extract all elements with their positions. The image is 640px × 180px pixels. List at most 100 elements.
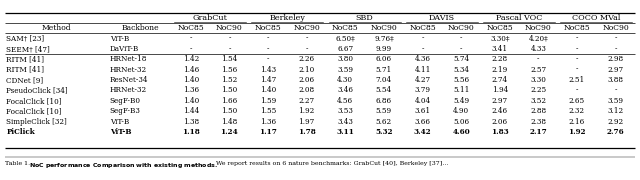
Text: 1.92: 1.92 (299, 107, 315, 115)
Text: FocalClick [10]: FocalClick [10] (6, 107, 62, 115)
Text: -: - (189, 45, 192, 53)
Text: -: - (614, 35, 617, 42)
Text: 1.38: 1.38 (183, 118, 199, 126)
Text: 2.06: 2.06 (299, 76, 315, 84)
Text: 2.97: 2.97 (492, 97, 508, 105)
Text: 1.50: 1.50 (221, 86, 237, 94)
Text: NoC90: NoC90 (216, 24, 243, 32)
Text: -: - (421, 35, 424, 42)
Text: 1.36: 1.36 (183, 86, 199, 94)
Text: 1.56: 1.56 (221, 66, 237, 74)
Text: 3.59: 3.59 (337, 66, 353, 74)
Text: 1.48: 1.48 (221, 118, 237, 126)
Text: 9.76‡: 9.76‡ (374, 35, 394, 42)
Text: 5.62: 5.62 (376, 118, 392, 126)
Text: NoC85: NoC85 (564, 24, 590, 32)
Text: -: - (305, 35, 308, 42)
Text: SEEM† [47]: SEEM† [47] (6, 45, 50, 53)
Text: 2.65: 2.65 (569, 97, 585, 105)
Text: -: - (537, 55, 540, 63)
Text: RITM [41]: RITM [41] (6, 66, 44, 74)
Text: 2.26: 2.26 (299, 55, 315, 63)
Text: 1.42: 1.42 (183, 55, 199, 63)
Text: 5.54: 5.54 (376, 86, 392, 94)
Text: 1.46: 1.46 (183, 66, 199, 74)
Text: We report results on 6 nature benchmarks: GrabCut [40], Berkeley [37]...: We report results on 6 nature benchmarks… (212, 161, 448, 166)
Text: PiClick: PiClick (6, 128, 35, 136)
Text: CDNet [9]: CDNet [9] (6, 76, 44, 84)
Text: 3.80: 3.80 (337, 55, 353, 63)
Text: 2.32: 2.32 (569, 107, 585, 115)
Text: 6.86: 6.86 (376, 97, 392, 105)
Text: Berkeley: Berkeley (269, 14, 305, 22)
Text: 4.56: 4.56 (337, 97, 353, 105)
Text: -: - (267, 55, 269, 63)
Text: 2.46: 2.46 (492, 107, 508, 115)
Text: HRNet-32: HRNet-32 (109, 86, 147, 94)
Text: -: - (267, 35, 269, 42)
Text: 3.11: 3.11 (337, 128, 354, 136)
Text: 2.06: 2.06 (492, 118, 508, 126)
Text: SBD: SBD (356, 14, 374, 22)
Text: ViT-B: ViT-B (109, 118, 129, 126)
Text: 4.60: 4.60 (452, 128, 470, 136)
Text: 1.40: 1.40 (260, 86, 276, 94)
Text: 2.19: 2.19 (492, 66, 508, 74)
Text: 2.38: 2.38 (531, 118, 547, 126)
Text: 6.06: 6.06 (376, 55, 392, 63)
Text: 7.04: 7.04 (376, 76, 392, 84)
Text: NoC85: NoC85 (409, 24, 436, 32)
Text: FocalClick [10]: FocalClick [10] (6, 97, 62, 105)
Text: NoC90: NoC90 (525, 24, 552, 32)
Text: 3.66: 3.66 (415, 118, 431, 126)
Text: NoC85: NoC85 (255, 24, 282, 32)
Text: NoC90: NoC90 (448, 24, 474, 32)
Text: 1.94: 1.94 (492, 86, 508, 94)
Text: 1.47: 1.47 (260, 76, 276, 84)
Text: 1.55: 1.55 (260, 107, 276, 115)
Text: 2.92: 2.92 (607, 118, 623, 126)
Text: 2.57: 2.57 (531, 66, 547, 74)
Text: 5.06: 5.06 (453, 118, 469, 126)
Text: 3.52: 3.52 (531, 97, 547, 105)
Text: 1.18: 1.18 (182, 128, 200, 136)
Text: ViT-B: ViT-B (109, 35, 129, 42)
Text: 2.76: 2.76 (607, 128, 625, 136)
Text: 3.41: 3.41 (492, 45, 508, 53)
Text: 2.17: 2.17 (529, 128, 547, 136)
Text: 2.74: 2.74 (492, 76, 508, 84)
Text: NoC90: NoC90 (371, 24, 397, 32)
Text: PseudoClick [34]: PseudoClick [34] (6, 86, 68, 94)
Text: 1.66: 1.66 (221, 97, 237, 105)
Text: 1.40: 1.40 (183, 76, 199, 84)
Text: -: - (576, 45, 578, 53)
Text: -: - (460, 35, 462, 42)
Text: -: - (189, 35, 192, 42)
Text: Table 1.: Table 1. (5, 161, 32, 166)
Text: -: - (228, 35, 230, 42)
Text: Method: Method (42, 24, 72, 32)
Text: -: - (421, 45, 424, 53)
Text: 5.32: 5.32 (375, 128, 393, 136)
Text: 2.08: 2.08 (299, 86, 315, 94)
Text: 1.92: 1.92 (568, 128, 586, 136)
Text: DAVIS: DAVIS (429, 14, 455, 22)
Text: 1.54: 1.54 (221, 55, 237, 63)
Text: ViT-B: ViT-B (109, 128, 131, 136)
Text: 1.43: 1.43 (260, 66, 276, 74)
Text: SegF-B3: SegF-B3 (109, 107, 140, 115)
Text: -: - (460, 45, 462, 53)
Text: COCO MVal: COCO MVal (572, 14, 620, 22)
Text: 1.50: 1.50 (221, 107, 237, 115)
Text: HRNet-18: HRNet-18 (109, 55, 147, 63)
Text: -: - (576, 35, 578, 42)
Text: 2.25: 2.25 (531, 86, 547, 94)
Text: 5.34: 5.34 (453, 66, 469, 74)
Text: 2.27: 2.27 (299, 97, 315, 105)
Text: 3.61: 3.61 (415, 107, 431, 115)
Text: 2.97: 2.97 (607, 66, 623, 74)
Text: $\bf{NoC\ performance\ Comparison\ with\ existing\ methods.}$: $\bf{NoC\ performance\ Comparison\ with\… (29, 161, 218, 170)
Text: 1.44: 1.44 (183, 107, 199, 115)
Text: 4.36: 4.36 (415, 55, 431, 63)
Text: -: - (267, 45, 269, 53)
